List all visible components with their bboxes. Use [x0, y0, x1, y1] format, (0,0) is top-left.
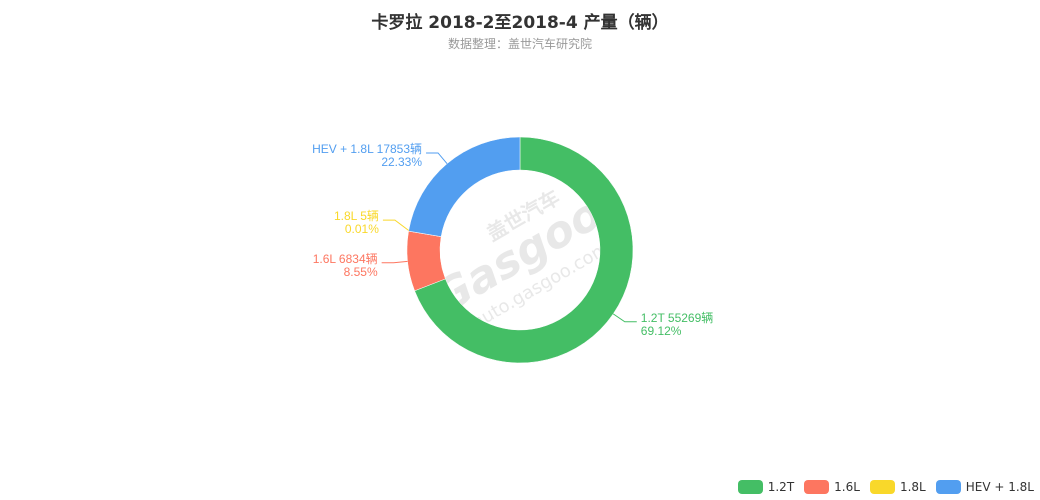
data-label-1-8l: 1.8L 5辆 — [334, 209, 379, 223]
legend-label-1-8l: 1.8L — [899, 480, 926, 494]
percent-label-hev-1-8l: 22.33% — [381, 155, 422, 169]
legend-label-1-6l: 1.6L — [834, 480, 860, 494]
legend-swatch-hev-1-8l — [935, 480, 961, 494]
legend-label-hev-1-8l: HEV + 1.8L — [965, 480, 1034, 494]
legend-swatch-1-6l — [804, 480, 830, 494]
chart-title: 卡罗拉 2018-2至2018-4 产量（辆） — [371, 13, 669, 33]
slice-hev-1-8l[interactable] — [408, 136, 521, 237]
legend-item-1-6l[interactable]: 1.6L — [804, 480, 860, 494]
chart-subtitle: 数据整理：盖世汽车研究院 — [447, 37, 592, 51]
legend-label-1-2t: 1.2T — [767, 480, 795, 494]
slice-1-2t[interactable] — [414, 136, 634, 364]
legend-item-1-2t[interactable]: 1.2T — [737, 480, 795, 494]
leader-line-1-8l — [382, 219, 409, 231]
percent-label-1-2t: 69.12% — [641, 324, 682, 338]
percent-label-1-8l: 0.01% — [345, 222, 379, 236]
data-label-hev-1-8l: HEV + 1.8L 17853辆 — [312, 142, 422, 156]
leader-line-1-6l — [381, 260, 408, 264]
percent-label-1-6l: 8.55% — [344, 265, 378, 279]
data-label-1-6l: 1.6L 6834辆 — [313, 252, 378, 266]
leader-line-hev-1-8l — [426, 152, 448, 164]
legend-item-1-8l[interactable]: 1.8L — [869, 480, 926, 494]
legend-item-hev-1-8l[interactable]: HEV + 1.8L — [935, 480, 1034, 494]
legend-swatch-1-2t — [737, 480, 763, 494]
chart-legend: 1.2T 1.6L 1.8L HEV + 1.8L — [737, 480, 1034, 494]
legend-swatch-1-8l — [869, 480, 895, 494]
data-label-1-2t: 1.2T 55269辆 — [641, 311, 714, 325]
leader-line-1-2t — [612, 313, 637, 323]
